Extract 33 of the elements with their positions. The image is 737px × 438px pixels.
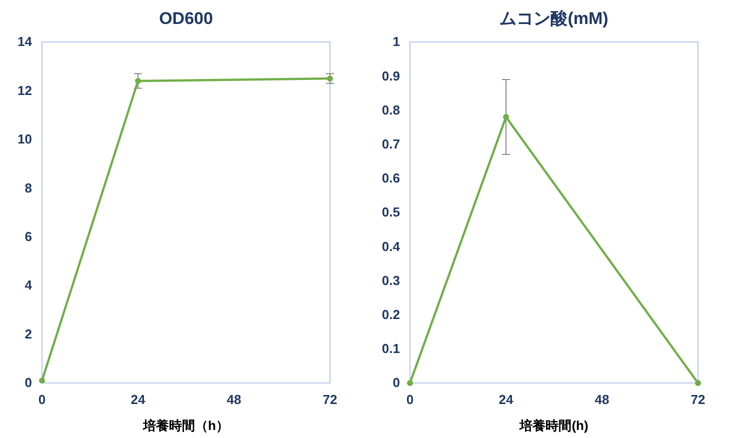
y-tick-label: 8 bbox=[24, 180, 32, 196]
y-tick-label: 0.3 bbox=[382, 272, 400, 288]
y-tick-label: 0 bbox=[392, 375, 400, 390]
x-tick-label: 0 bbox=[406, 392, 414, 408]
chart-title: ムコン酸(mM) bbox=[500, 9, 608, 28]
y-tick-label: 14 bbox=[18, 34, 33, 50]
y-tick-label: 0.6 bbox=[382, 170, 400, 186]
x-tick-label: 72 bbox=[690, 392, 706, 408]
y-tick-label: 0.8 bbox=[382, 102, 400, 118]
x-tick-label: 48 bbox=[594, 392, 610, 408]
y-tick-label: 6 bbox=[24, 229, 32, 244]
x-tick-label: 24 bbox=[498, 392, 514, 408]
x-tick-label: 0 bbox=[38, 392, 46, 408]
x-axis-title: 培養時間（h） bbox=[142, 418, 229, 433]
x-tick-label: 48 bbox=[226, 392, 242, 408]
x-tick-label: 72 bbox=[322, 392, 338, 408]
y-tick-label: 10 bbox=[18, 132, 32, 147]
y-tick-label: 0.9 bbox=[382, 68, 400, 84]
y-tick-label: 4 bbox=[24, 278, 33, 293]
y-tick-label: 0 bbox=[24, 375, 32, 390]
y-tick-label: 0.1 bbox=[382, 341, 400, 356]
point bbox=[135, 78, 141, 84]
y-tick-label: 0.5 bbox=[382, 204, 400, 220]
y-tick-label: 1 bbox=[392, 34, 400, 50]
x-axis-title: 培養時間(h) bbox=[518, 418, 588, 433]
point bbox=[39, 378, 45, 384]
y-tick-label: 12 bbox=[18, 82, 32, 98]
y-tick-label: 0.4 bbox=[382, 238, 401, 254]
y-tick-label: 0.2 bbox=[382, 306, 400, 322]
chart-title: OD600 bbox=[159, 9, 213, 28]
x-tick-label: 24 bbox=[130, 392, 146, 408]
y-tick-label: 2 bbox=[24, 326, 32, 342]
y-tick-label: 0.7 bbox=[382, 136, 400, 152]
